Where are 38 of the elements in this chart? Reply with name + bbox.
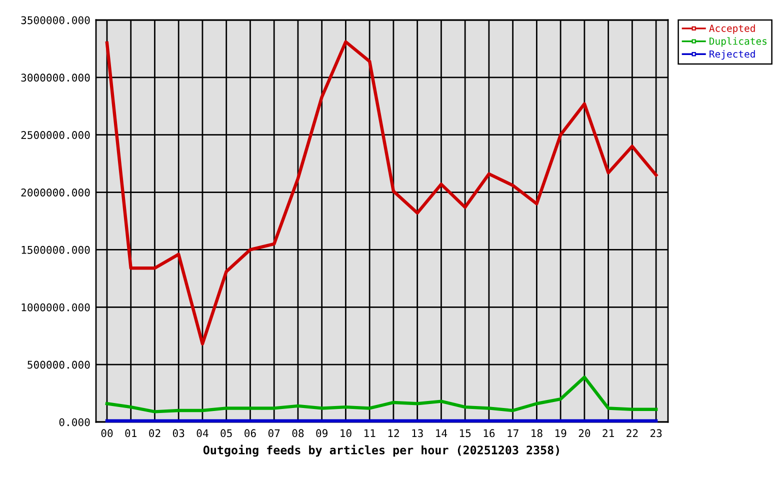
x-tick-label: 04 bbox=[196, 429, 208, 438]
x-tick-label: 19 bbox=[555, 429, 566, 438]
x-tick-label: 14 bbox=[436, 429, 448, 438]
x-tick-label: 09 bbox=[316, 429, 328, 438]
y-tick-label: 1500000.000 bbox=[22, 246, 90, 254]
x-tick-label: 23 bbox=[650, 429, 662, 438]
y-tick-label: 2000000.000 bbox=[21, 188, 90, 196]
x-tick-label: 06 bbox=[244, 429, 256, 438]
y-tick-label: 0.000 bbox=[59, 418, 90, 426]
x-tick-label: 11 bbox=[364, 429, 376, 438]
line-series bbox=[105, 40, 658, 346]
y-tick-label: 3500000.000 bbox=[21, 16, 90, 24]
x-tick-label: 17 bbox=[508, 429, 518, 438]
y-tick-label: 2500000.000 bbox=[21, 131, 90, 140]
x-tick-label: 16 bbox=[484, 429, 495, 438]
x-tick-label: 12 bbox=[388, 429, 399, 438]
x-axis-title: Outgoing feeds by articles per hour (20251203 2358) bbox=[203, 444, 559, 457]
y-tick-label: 1000000.000 bbox=[22, 303, 90, 312]
x-tick-label: 22 bbox=[626, 429, 638, 438]
x-tick-label: 07 bbox=[268, 429, 280, 438]
x-tick-label: 15 bbox=[460, 429, 471, 438]
y-tick-label: 3000000.000 bbox=[21, 74, 90, 82]
legend-label: Duplicates bbox=[710, 37, 766, 47]
x-tick-label: 03 bbox=[172, 429, 184, 438]
x-tick-label: 01 bbox=[125, 429, 136, 438]
x-tick-label: 20 bbox=[578, 429, 590, 438]
x-tick-label: 08 bbox=[292, 429, 304, 438]
x-tick-label: 02 bbox=[149, 429, 160, 438]
x-tick-label: 18 bbox=[532, 429, 542, 438]
legend-label: Accepted bbox=[709, 24, 755, 34]
y-tick-label: 500000.000 bbox=[28, 360, 90, 369]
x-tick-label: 13 bbox=[412, 429, 423, 438]
x-tick-label: 05 bbox=[220, 429, 232, 438]
legend-label: Rejected bbox=[710, 50, 755, 60]
x-tick-label: 00 bbox=[101, 429, 113, 438]
line-series bbox=[105, 376, 658, 414]
x-tick-label: 10 bbox=[340, 429, 352, 438]
x-tick-label: 21 bbox=[602, 429, 614, 438]
